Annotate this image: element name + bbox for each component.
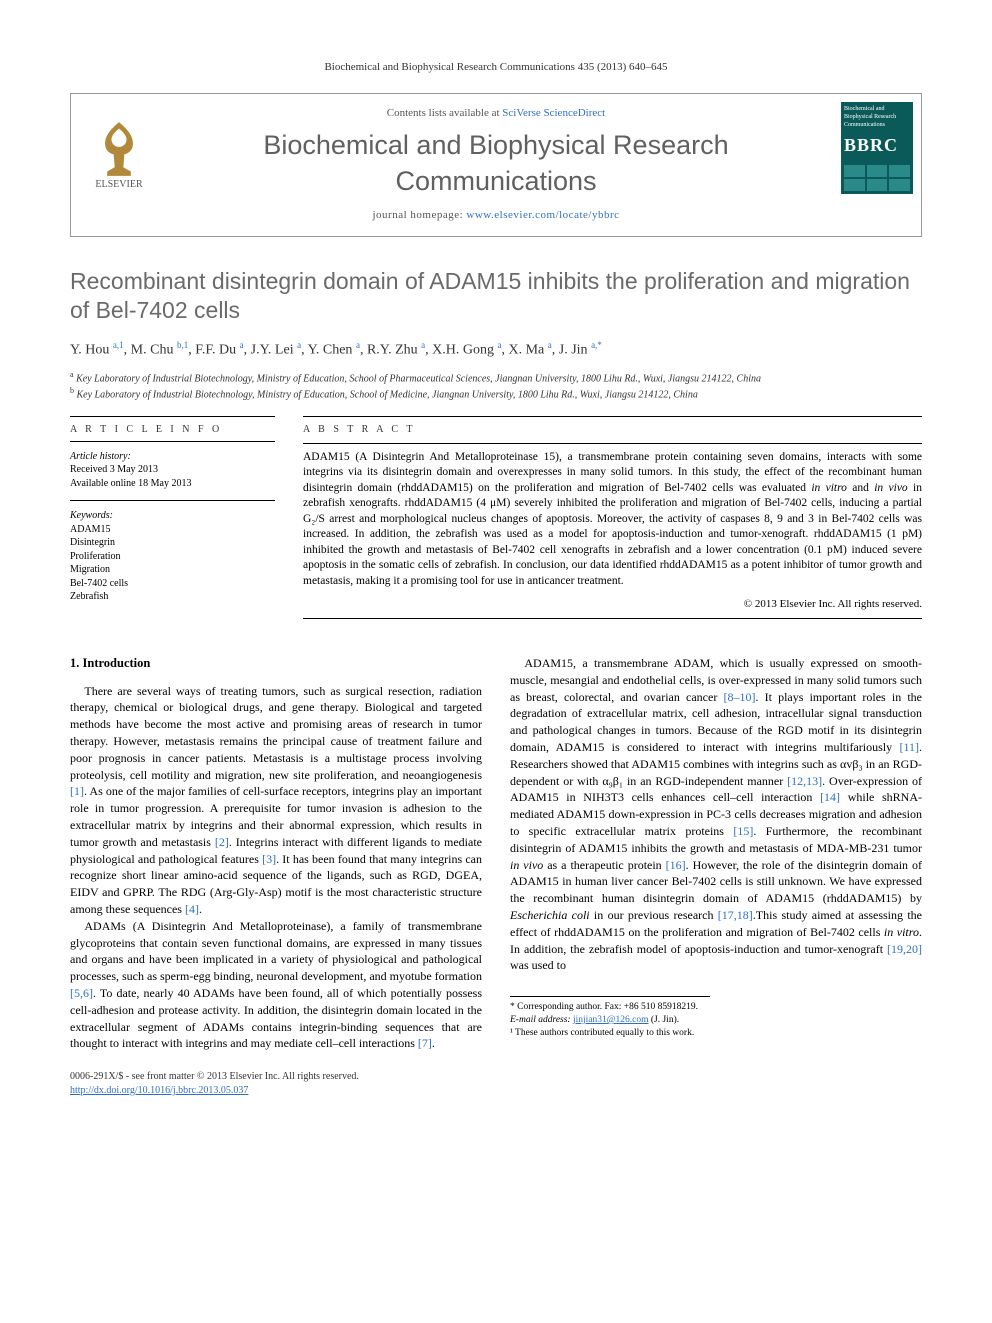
article-history-label: Article history: <box>70 450 275 464</box>
running-head: Biochemical and Biophysical Research Com… <box>70 60 922 75</box>
article-info-column: A R T I C L E I N F O Article history: R… <box>70 416 275 625</box>
cover-smalltext: Biochemical and Biophysical Research Com… <box>844 105 910 129</box>
email-line: E-mail address: jinjian31@126.com (J. Ji… <box>510 1014 710 1027</box>
keywords-list: ADAM15DisintegrinProliferationMigrationB… <box>70 523 275 604</box>
journal-homepage-line: journal homepage: www.elsevier.com/locat… <box>171 208 821 223</box>
sciencedirect-link[interactable]: SciVerse ScienceDirect <box>502 107 605 119</box>
abstract-heading: A B S T R A C T <box>303 423 922 437</box>
keywords-label: Keywords: <box>70 509 275 523</box>
journal-cover-thumbnail: Biochemical and Biophysical Research Com… <box>841 102 913 194</box>
journal-title: Biochemical and Biophysical Research Com… <box>171 127 821 200</box>
issn-line: 0006-291X/$ - see front matter © 2013 El… <box>70 1070 922 1084</box>
abstract-text: ADAM15 (A Disintegrin And Metalloprotein… <box>303 450 922 590</box>
elsevier-text: ELSEVIER <box>95 178 142 192</box>
body-text: 1. Introduction There are several ways o… <box>70 655 922 1052</box>
tree-icon <box>92 120 146 178</box>
corresponding-email-link[interactable]: jinjian31@126.com <box>573 1015 649 1025</box>
elsevier-logo: ELSEVIER <box>79 102 159 192</box>
abstract-column: A B S T R A C T ADAM15 (A Disintegrin An… <box>303 416 922 625</box>
corresponding-author-note: * Corresponding author. Fax: +86 510 859… <box>510 1001 710 1014</box>
contents-list-line: Contents lists available at SciVerse Sci… <box>171 106 821 121</box>
homepage-link[interactable]: www.elsevier.com/locate/ybbrc <box>466 209 619 221</box>
section-heading: 1. Introduction <box>70 655 482 673</box>
online-date: Available online 18 May 2013 <box>70 477 275 491</box>
received-date: Received 3 May 2013 <box>70 463 275 477</box>
article-info-heading: A R T I C L E I N F O <box>70 423 275 437</box>
doi-link[interactable]: http://dx.doi.org/10.1016/j.bbrc.2013.05… <box>70 1085 248 1096</box>
cover-abbrev: BBRC <box>844 133 910 157</box>
affiliations: a Key Laboratory of Industrial Biotechno… <box>70 370 922 402</box>
abstract-copyright: © 2013 Elsevier Inc. All rights reserved… <box>303 597 922 612</box>
journal-masthead: ELSEVIER Biochemical and Biophysical Res… <box>70 93 922 238</box>
author-list: Y. Hou a,1, M. Chu b,1, F.F. Du a, J.Y. … <box>70 339 922 361</box>
footnotes: * Corresponding author. Fax: +86 510 859… <box>510 996 710 1039</box>
body-paragraph: ADAMs (A Disintegrin And Metalloproteina… <box>70 918 482 1052</box>
body-paragraph: There are several ways of treating tumor… <box>70 683 482 918</box>
equal-contribution-note: ¹ These authors contributed equally to t… <box>510 1027 710 1040</box>
article-title: Recombinant disintegrin domain of ADAM15… <box>70 267 922 325</box>
body-paragraph: ADAM15, a transmembrane ADAM, which is u… <box>510 655 922 974</box>
page-footer: 0006-291X/$ - see front matter © 2013 El… <box>70 1070 922 1097</box>
